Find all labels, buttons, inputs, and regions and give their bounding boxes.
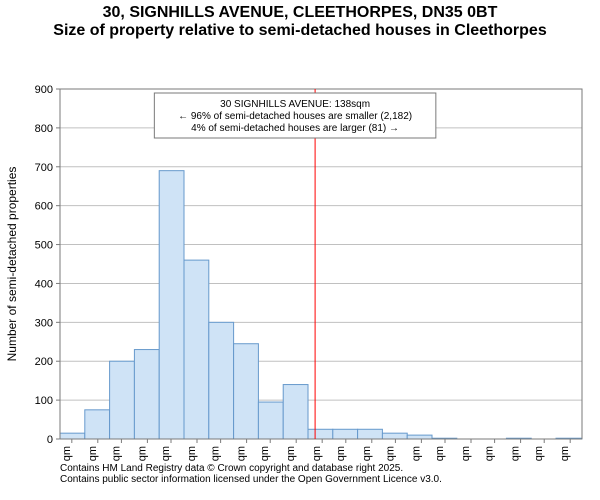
y-tick-label: 500: [35, 239, 53, 251]
histogram-bar: [283, 384, 308, 438]
y-tick-label: 900: [35, 84, 53, 96]
histogram-bar: [258, 402, 283, 439]
x-tick-label: 46sqm: [87, 446, 99, 461]
x-tick-label: 98sqm: [210, 446, 222, 461]
histogram-chart: 0 100 200 300 400 500 600 700 800 900 Number of se…: [0, 41, 600, 461]
x-tick-label: 109sqm: [236, 446, 248, 461]
chart-title-line1: 30, SIGNHILLS AVENUE, CLEETHORPES, DN35 …: [0, 4, 600, 22]
histogram-bar: [358, 429, 383, 439]
histogram-bar: [308, 429, 333, 439]
annotation-line: 30 SIGNHILLS AVENUE: 138sqm: [220, 99, 370, 110]
footer-line1: Contains HM Land Registry data © Crown c…: [60, 463, 600, 474]
x-tick-label: 56sqm: [110, 446, 122, 461]
histogram-bar: [209, 322, 234, 439]
x-tick-label: 151sqm: [335, 446, 347, 461]
x-tick-label: 225sqm: [510, 446, 522, 461]
x-tick-label: 183sqm: [410, 446, 422, 461]
histogram-bar: [333, 429, 358, 439]
x-tick-label: 193sqm: [434, 446, 446, 461]
x-tick-label: 119sqm: [259, 446, 271, 461]
x-tick-label: 77sqm: [160, 446, 172, 461]
histogram-bar: [110, 361, 135, 439]
footer-line2: Contains public sector information licen…: [60, 474, 600, 485]
histogram-bar: [234, 344, 259, 439]
y-tick-label: 400: [35, 278, 53, 290]
annotation-line: 4% of semi-detached houses are larger (8…: [191, 123, 399, 134]
histogram-bar: [407, 435, 432, 439]
y-tick-label: 300: [35, 317, 53, 329]
histogram-bar: [184, 260, 209, 439]
y-tick-label: 600: [35, 200, 53, 212]
x-tick-label: 162sqm: [361, 446, 373, 461]
histogram-bar: [382, 433, 407, 439]
y-axis-label: Number of semi-detached properties: [5, 166, 19, 361]
x-tick-label: 246sqm: [559, 446, 571, 461]
x-tick-label: 204sqm: [460, 446, 472, 461]
x-tick-label: 35sqm: [61, 446, 73, 461]
x-tick-label: 88sqm: [186, 446, 198, 461]
chart-footer: Contains HM Land Registry data © Crown c…: [0, 461, 600, 485]
y-tick-label: 200: [35, 356, 53, 368]
histogram-bar: [159, 170, 184, 438]
y-tick-label: 100: [35, 395, 53, 407]
x-tick-label: 172sqm: [384, 446, 396, 461]
x-tick-label: 141sqm: [311, 446, 323, 461]
x-tick-label: 214sqm: [484, 446, 496, 461]
histogram-bar: [60, 433, 85, 439]
y-tick-label: 700: [35, 162, 53, 174]
annotation-line: ← 96% of semi-detached houses are smalle…: [178, 111, 412, 122]
x-tick-label: 67sqm: [136, 446, 148, 461]
y-tick-label: 800: [35, 123, 53, 135]
y-tick-label: 0: [47, 434, 53, 446]
chart-titles: 30, SIGNHILLS AVENUE, CLEETHORPES, DN35 …: [0, 0, 600, 41]
x-tick-label: 130sqm: [285, 446, 297, 461]
histogram-bar: [85, 410, 110, 439]
x-tick-label: 235sqm: [533, 446, 545, 461]
chart-title-line2: Size of property relative to semi-detach…: [0, 22, 600, 40]
histogram-bar: [134, 349, 159, 438]
